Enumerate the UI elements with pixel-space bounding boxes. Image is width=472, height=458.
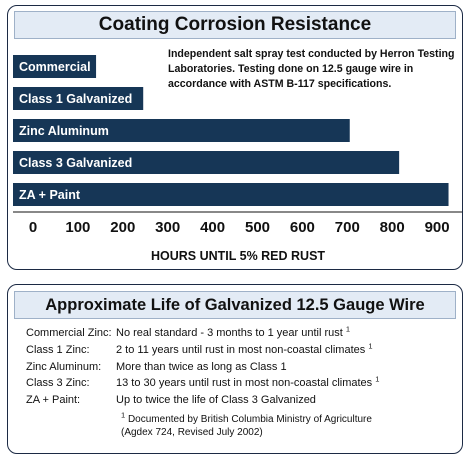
footnote-marker: 1 (121, 410, 126, 420)
source-line: Documented by British Columbia Ministry … (127, 414, 372, 425)
life-value: 2 to 11 years until rust in most non-coa… (116, 343, 366, 356)
life-row: Zinc Aluminum: More than twice as long a… (26, 359, 379, 376)
life-row: Commercial Zinc: No real standard - 3 mo… (26, 325, 379, 342)
chart-title: Coating Corrosion Resistance (14, 11, 456, 39)
chart-bar (13, 119, 350, 142)
chart-bar (13, 87, 144, 110)
bar-label: ZA + Paint (19, 188, 81, 202)
x-axis-title: HOURS UNTIL 5% RED RUST (151, 249, 325, 263)
x-tick-label: 900 (425, 219, 450, 236)
life-row: Class 3 Zinc: 13 to 30 years until rust … (26, 375, 379, 392)
source-line: (Agdex 724, Revised July 2002) (121, 426, 263, 438)
test-note: Independent salt spray test conducted by… (168, 48, 455, 90)
bar-label: Class 1 Galvanized (19, 92, 132, 106)
life-label: Commercial Zinc: (26, 327, 112, 339)
bar-chart: Commercial Class 1 Galvanized Zinc Aluminu… (13, 55, 462, 263)
x-tick-label: 600 (290, 219, 315, 236)
chart-bar (13, 151, 400, 174)
footnote-marker: 1 (375, 374, 380, 384)
x-tick-label: 500 (245, 219, 270, 236)
x-tick-label: 700 (335, 219, 360, 236)
bar-label: Zinc Aluminum (19, 124, 109, 138)
x-tick-label: 300 (155, 219, 180, 236)
chart-bar (13, 183, 449, 206)
life-table-title: Approximate Life of Galvanized 12.5 Gaug… (14, 291, 456, 319)
x-tick-label: 0 (29, 219, 37, 236)
life-label: Class 3 Zinc: (26, 377, 90, 390)
footnote-marker: 1 (368, 341, 373, 351)
source-footnote: 1 Documented by British Columbia Ministr… (121, 410, 372, 439)
x-tick-label: 200 (110, 219, 135, 236)
life-label: Zinc Aluminum: (26, 360, 102, 373)
x-tick-label: 800 (380, 219, 405, 236)
bar-label: Commercial (19, 60, 91, 74)
footnote-marker: 1 (345, 324, 351, 334)
life-row: Class 1 Zinc: 2 to 11 years until rust i… (26, 342, 379, 359)
life-table: Commercial Zinc: No real standard - 3 mo… (26, 325, 379, 409)
corrosion-chart-panel: Coating Corrosion Resistance Commercial C… (7, 5, 463, 270)
life-value: 13 to 30 years until rust in most non-co… (116, 377, 373, 390)
life-row: ZA + Paint: Up to twice the life of Clas… (26, 392, 379, 409)
life-value: More than twice as long as Class 1 (116, 360, 287, 373)
life-label: ZA + Paint: (26, 394, 81, 407)
chart-bar (13, 55, 97, 78)
bar-label: Class 3 Galvanized (19, 156, 132, 170)
life-value: Up to twice the life of Class 3 Galvaniz… (116, 394, 316, 407)
life-label: Class 1 Zinc: (26, 343, 90, 356)
life-value: No real standard - 3 months to 1 year un… (116, 327, 343, 339)
life-expectancy-panel: Approximate Life of Galvanized 12.5 Gaug… (7, 284, 463, 454)
x-tick-label: 100 (65, 219, 90, 236)
x-tick-label: 400 (200, 219, 225, 236)
